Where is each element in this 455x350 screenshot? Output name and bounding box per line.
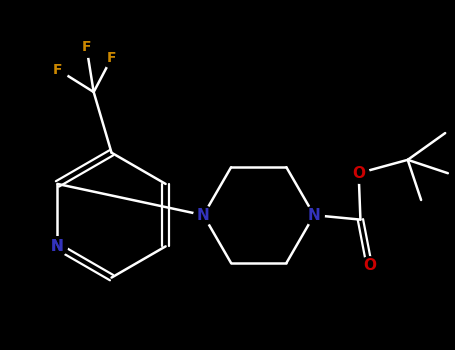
Text: N: N: [51, 239, 64, 254]
Text: O: O: [363, 259, 376, 273]
Text: O: O: [352, 166, 365, 181]
Text: F: F: [53, 63, 63, 77]
Text: F: F: [107, 51, 116, 65]
Text: N: N: [51, 239, 64, 254]
Text: N: N: [308, 208, 320, 223]
Text: N: N: [197, 208, 210, 223]
Text: F: F: [82, 40, 91, 54]
